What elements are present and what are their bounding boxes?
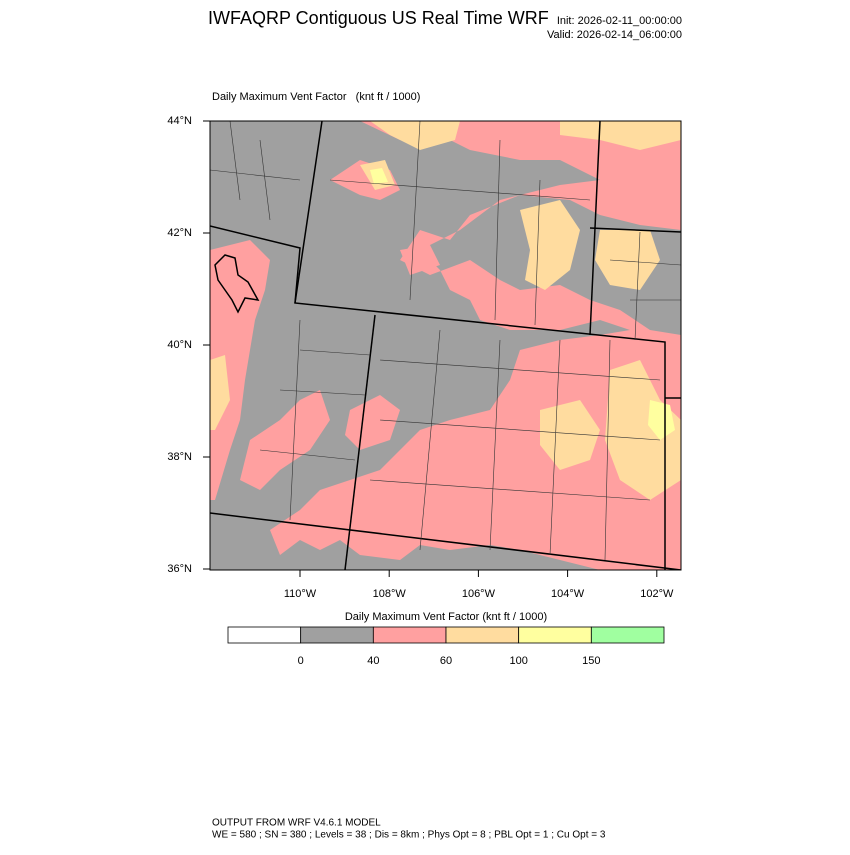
- lat-label: 40°N: [167, 339, 192, 351]
- lon-label: 106°W: [462, 588, 496, 600]
- colorbar-box: [372, 626, 447, 644]
- county-borders: [210, 121, 681, 561]
- colorbar-box: [590, 626, 665, 644]
- map-title: Daily Maximum Vent Factor (knt ft / 1000…: [212, 91, 420, 103]
- lat-label: 44°N: [167, 115, 192, 127]
- colorbar: 0 40 60 100 150: [227, 626, 665, 667]
- footer-line1: OUTPUT FROM WRF V4.6.1 MODEL: [212, 818, 381, 829]
- lat-label: 38°N: [167, 451, 192, 463]
- lat-label: 42°N: [167, 227, 192, 239]
- lon-label: 102°W: [640, 588, 674, 600]
- footer-line2: WE = 580 ; SN = 380 ; Levels = 38 ; Dis …: [212, 830, 606, 841]
- lat-labels: 44°N 42°N 40°N 38°N 36°N: [167, 115, 210, 575]
- colorbar-label: 0: [298, 655, 304, 667]
- init-time: Init: 2026-02-11_00:00:00: [557, 15, 682, 27]
- colorbar-label: 60: [440, 655, 452, 667]
- colorbar-label: 100: [509, 655, 527, 667]
- colorbar-box: [300, 626, 374, 644]
- lat-label: 36°N: [167, 563, 192, 575]
- colorbar-box: [227, 626, 302, 644]
- state-borders: [210, 121, 681, 570]
- map-field: [210, 121, 681, 570]
- colorbar-box: [445, 626, 520, 644]
- lon-label: 104°W: [551, 588, 585, 600]
- lon-label: 108°W: [373, 588, 407, 600]
- field-yellow: [370, 168, 675, 440]
- colorbar-label: 150: [582, 655, 600, 667]
- lon-labels: 110°W 108°W 106°W 104°W 102°W: [284, 570, 674, 600]
- colorbar-title: Daily Maximum Vent Factor (knt ft / 1000…: [345, 611, 547, 623]
- lon-label: 110°W: [284, 588, 317, 600]
- title: IWFAQRP Contiguous US Real Time WRF: [208, 8, 549, 28]
- field-tan: [210, 121, 681, 500]
- valid-time: Valid: 2026-02-14_06:00:00: [547, 29, 682, 41]
- colorbar-label: 40: [367, 655, 379, 667]
- colorbar-box: [518, 626, 592, 644]
